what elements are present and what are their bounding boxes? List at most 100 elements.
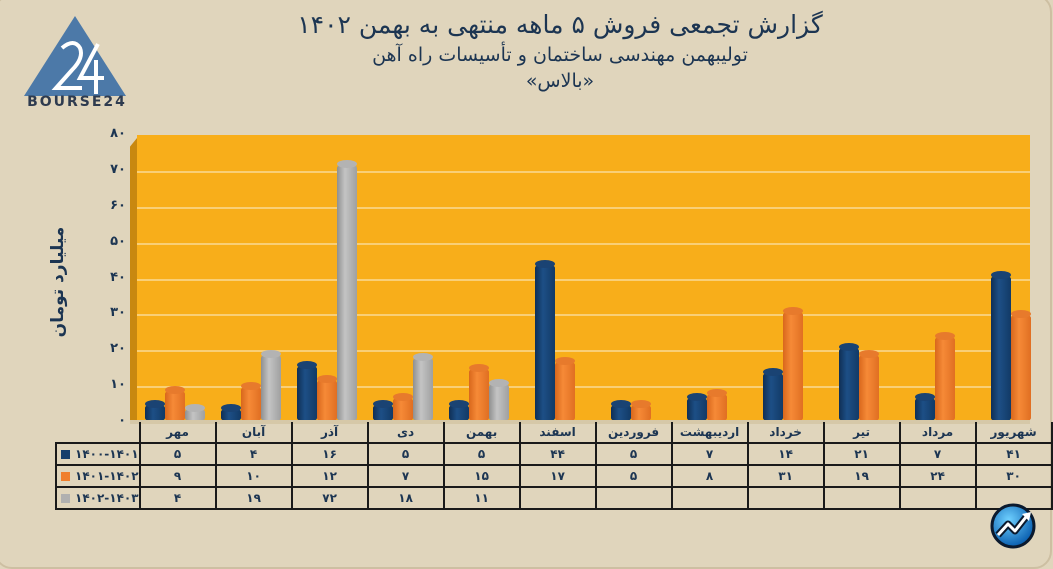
table-cell: ۳۱ <box>746 464 825 488</box>
table-row: ۱۴۰۰-۱۴۰۱ ۵ ۴ ۱۶ ۵ ۵ ۴۴ ۵ ۷ ۱۴ ۲۱ ۷ ۴۱ <box>55 442 1053 466</box>
bar <box>241 382 261 422</box>
bar <box>297 360 317 422</box>
gridline <box>137 206 1030 209</box>
table-cell: ۵ <box>594 442 673 466</box>
table-cell: ۸ <box>670 464 749 488</box>
table-cell <box>518 486 597 510</box>
bar <box>393 392 413 422</box>
table-cell: ۱۷ <box>518 464 597 488</box>
table-cell: ۲۱ <box>822 442 901 466</box>
table-cell <box>670 486 749 510</box>
month-header: آذر <box>290 422 369 444</box>
month-header: مرداد <box>898 422 977 444</box>
table-cell: ۵ <box>594 464 673 488</box>
gridline <box>137 170 1030 173</box>
series-legend-label: ۱۴۰۰-۱۴۰۱ <box>55 442 141 466</box>
y-tick-label: ۱۰ <box>110 377 126 393</box>
table-cell: ۷ <box>366 464 445 488</box>
y-tick-label: ۵۰ <box>110 233 126 249</box>
table-cell: ۱۸ <box>366 486 445 510</box>
table-cell <box>898 486 977 510</box>
bourse24-logo-icon <box>24 16 126 96</box>
month-header: مهر <box>138 422 217 444</box>
table-cell: ۵ <box>366 442 445 466</box>
table-cell <box>594 486 673 510</box>
bar <box>611 400 631 422</box>
y-tick-label: ۶۰ <box>110 197 126 213</box>
table-corner <box>56 422 141 443</box>
table-cell: ۱۵ <box>442 464 521 488</box>
bar <box>317 374 337 422</box>
bar <box>535 260 555 422</box>
chart-title: گزارش تجمعی فروش ۵ ماهه منتهی به بهمن ۱۴… <box>297 10 823 39</box>
bar <box>145 400 165 422</box>
bar <box>707 389 727 422</box>
series-name: ۱۴۰۲-۱۴۰۳ <box>75 491 139 505</box>
bar <box>915 392 935 422</box>
series-name: ۱۴۰۰-۱۴۰۱ <box>75 447 139 461</box>
bar <box>631 400 651 422</box>
table-cell: ۹ <box>138 464 217 488</box>
table-row: ۱۴۰۱-۱۴۰۲ ۹ ۱۰ ۱۲ ۷ ۱۵ ۱۷ ۵ ۸ ۳۱ ۱۹ ۲۴ ۳۰ <box>55 464 1053 488</box>
gridline <box>137 278 1030 281</box>
legend-swatch-icon <box>61 450 70 459</box>
logo-text: BOURSE24 <box>27 94 127 110</box>
month-header: بهمن <box>442 422 521 444</box>
series-legend-label: ۱۴۰۱-۱۴۰۲ <box>55 464 141 488</box>
month-header: اسفند <box>518 422 597 444</box>
gridline <box>137 350 1030 353</box>
legend-swatch-icon <box>61 472 70 481</box>
y-tick-label: ۲۰ <box>110 341 126 357</box>
gridline <box>137 242 1030 245</box>
month-header: خرداد <box>746 422 825 444</box>
bar <box>469 364 489 422</box>
month-header: شهریور <box>974 422 1053 444</box>
bar <box>337 159 357 422</box>
series-legend-label: ۱۴۰۲-۱۴۰۳ <box>55 486 141 510</box>
bar <box>165 385 185 422</box>
table-cell: ۷۲ <box>290 486 369 510</box>
bar <box>221 403 241 422</box>
table-cell: ۱۱ <box>442 486 521 510</box>
plot-area <box>137 135 1031 422</box>
month-header: اردیبهشت <box>670 422 749 444</box>
bar <box>839 342 859 422</box>
plot-side-wall <box>130 138 137 424</box>
table-cell <box>822 486 901 510</box>
legend-swatch-icon <box>61 494 70 503</box>
table-cell: ۷ <box>898 442 977 466</box>
y-tick-label: ۴۰ <box>110 269 126 285</box>
table-row: ۱۴۰۲-۱۴۰۳ ۴ ۱۹ ۷۲ ۱۸ ۱۱ <box>55 486 1053 510</box>
data-table: مهر آبان آذر دی بهمن اسفند فروردین اردیبهشت خردا… <box>55 422 1053 510</box>
bar <box>763 367 783 422</box>
bar <box>859 349 879 422</box>
table-cell: ۴۴ <box>518 442 597 466</box>
gridline <box>137 386 1030 389</box>
month-header: فروردین <box>594 422 673 444</box>
chart-subtitle: تولیبهمن مهندسی ساختمان و تأسیسات راه آه… <box>372 44 748 66</box>
bar <box>555 357 575 422</box>
bar <box>489 378 509 422</box>
bar <box>935 331 955 422</box>
chart-titles: گزارش تجمعی فروش ۵ ماهه منتهی به بهمن ۱۴… <box>240 8 880 94</box>
bar <box>261 349 281 422</box>
bar <box>413 353 433 422</box>
y-axis-label: میلیارد تومان <box>48 226 68 338</box>
table-cell <box>746 486 825 510</box>
bar <box>1011 310 1031 422</box>
table-cell: ۴ <box>214 442 293 466</box>
bar <box>185 403 205 422</box>
table-cell: ۵ <box>442 442 521 466</box>
bar <box>783 306 803 422</box>
table-cell: ۳۰ <box>974 464 1053 488</box>
table-cell: ۱۰ <box>214 464 293 488</box>
month-header: آبان <box>214 422 293 444</box>
gridline <box>137 314 1030 317</box>
table-cell: ۷ <box>670 442 749 466</box>
table-cell: ۵ <box>138 442 217 466</box>
table-cell: ۱۹ <box>214 486 293 510</box>
y-tick-label: ۰ <box>118 413 126 428</box>
bar <box>373 400 393 422</box>
ticker-label: «بالاس» <box>525 70 595 92</box>
month-header: تیر <box>822 422 901 444</box>
